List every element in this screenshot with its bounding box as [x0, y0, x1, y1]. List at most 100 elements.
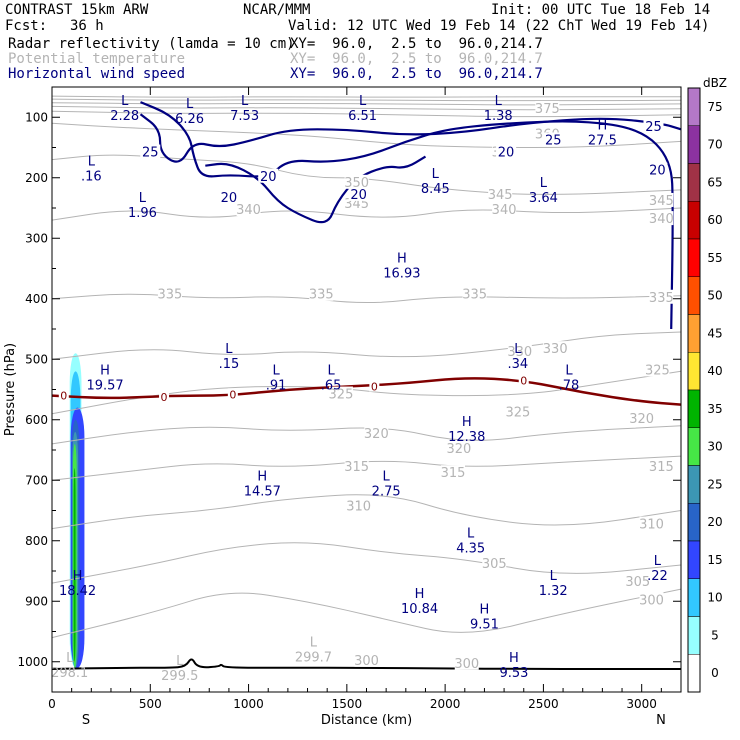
theta-label-28: 305 — [625, 575, 650, 590]
extremum-value-8: 8.45 — [421, 182, 450, 197]
extremum-value-16: .78 — [559, 378, 580, 393]
extremum-kind-21: H — [73, 569, 83, 584]
theta-label-30: 300 — [354, 654, 379, 669]
extremum-kind-20: L — [467, 527, 475, 542]
extremum-kind-8: L — [432, 167, 440, 182]
extremum-value-9: 3.64 — [529, 191, 558, 206]
extremum-kind-22: L — [550, 569, 558, 584]
theta-label-9: 340 — [649, 212, 674, 227]
colorbar-label-50: 50 — [707, 289, 722, 303]
theta-contour-355-4 — [51, 110, 682, 118]
extremum-kind-17: H — [462, 415, 472, 430]
colorbar-frame — [687, 87, 701, 693]
extremum-value-5: 27.5 — [588, 133, 617, 148]
colorbar-swatch-75 — [687, 87, 701, 126]
wind-label-7: 20 — [649, 164, 666, 179]
wind-label-1: 25 — [545, 133, 562, 148]
init-time: Init: 00 UTC Tue 18 Feb 14 — [491, 2, 711, 18]
y-tick-label-8: 900 — [25, 594, 48, 608]
model-name: CONTRAST 15km ARW — [5, 2, 149, 18]
extremum-kind-14: L — [272, 363, 280, 378]
x-axis-label: Distance (km) — [321, 713, 412, 728]
theta-label-bg-26 — [639, 516, 664, 531]
theta-label-31: 300 — [454, 657, 479, 672]
theta-label-bg-0 — [535, 100, 560, 115]
x-end-label-south: S — [82, 713, 90, 728]
extremum-kind-28: L — [176, 654, 184, 669]
wind-label-bg-4 — [258, 168, 279, 183]
x-tick-label-3: 1500 — [332, 697, 363, 711]
x-tick-label-5: 2500 — [528, 697, 559, 711]
extremum-value-6: .16 — [81, 170, 102, 185]
y-tick-label-9: 1000 — [17, 655, 48, 669]
extremum-value-13: 19.57 — [86, 378, 123, 393]
y-tick-label-3: 400 — [25, 292, 48, 306]
theta-label-bg-11 — [309, 286, 334, 301]
wind-label-4: 20 — [260, 170, 277, 185]
colorbar-swatch-45 — [687, 314, 701, 353]
x-tick-label-4: 2000 — [430, 697, 461, 711]
extremum-kind-24: H — [415, 587, 425, 602]
extremum-value-28: 299.5 — [161, 669, 198, 684]
colorbar-swatch-5 — [687, 616, 701, 655]
wind-label-bg-5 — [348, 186, 369, 201]
extremum-value-15: .65 — [321, 378, 342, 393]
theta-label-bg-21 — [629, 410, 654, 425]
y-tick-label-7: 800 — [25, 534, 48, 548]
y-axis-label: Pressure (hPa) — [3, 343, 18, 436]
field-wind-xy: XY= 96.0, 2.5 to 96.0,214.7 — [290, 66, 543, 82]
extremum-value-23: .22 — [647, 569, 668, 584]
y-tick-label-0: 100 — [25, 110, 48, 124]
colorbar-label-65: 65 — [707, 175, 722, 189]
theta-contour-320-11 — [51, 425, 682, 445]
reflectivity-cell-6 — [73, 468, 76, 662]
colorbar-swatch-40 — [687, 352, 701, 391]
extremum-value-18: 14.57 — [244, 484, 281, 499]
extremum-value-12: .34 — [508, 357, 529, 372]
extremum-kind-29: L — [66, 651, 74, 666]
wind-label-bg-1 — [543, 132, 564, 147]
extremum-value-17: 12.38 — [448, 430, 485, 445]
theta-label-bg-7 — [236, 202, 261, 217]
extremum-value-0: 2.28 — [110, 109, 139, 124]
theta-label-bg-25 — [346, 498, 371, 513]
field-theta-xy: XY= 96.0, 2.5 to 96.0,214.7 — [290, 51, 543, 67]
fcst-value: 36 h — [70, 18, 104, 34]
colorbar-swatch-70 — [687, 125, 701, 164]
theta-contour-305-14 — [51, 542, 682, 584]
colorbar-label-40: 40 — [707, 364, 722, 378]
colorbar-label-15: 15 — [707, 553, 722, 567]
theta-contour-360-3 — [51, 105, 682, 111]
extremum-kind-13: H — [100, 363, 110, 378]
x-end-label-north: N — [656, 713, 666, 728]
wind-label-bg-3 — [218, 189, 239, 204]
zero-label-4: 0 — [520, 374, 527, 387]
colorbar-swatch-30 — [687, 427, 701, 466]
colorbar-swatch-50 — [687, 276, 701, 315]
theta-label-bg-27 — [482, 555, 507, 570]
zero-label-1: 0 — [161, 391, 168, 404]
extremum-value-20: 4.35 — [456, 542, 485, 557]
zero-label-3: 0 — [371, 380, 378, 393]
theta-label-25: 310 — [346, 499, 371, 514]
colorbar-label-30: 30 — [707, 440, 722, 454]
colorbar-swatch-25 — [687, 465, 701, 504]
theta-label-bg-15 — [543, 341, 568, 356]
theta-label-bg-9 — [649, 211, 674, 226]
theta-label-bg-3 — [344, 174, 369, 189]
extremum-kind-7: L — [139, 191, 147, 206]
theta-label-bg-13 — [649, 289, 674, 304]
extremum-kind-26: H — [509, 651, 519, 666]
extremum-value-2: 7.53 — [230, 109, 259, 124]
theta-contour-370-1 — [51, 98, 682, 102]
extremum-kind-18: H — [257, 469, 267, 484]
theta-label-6: 345 — [649, 194, 674, 209]
extremum-kind-9: L — [540, 176, 548, 191]
extremum-kind-2: L — [241, 94, 249, 109]
zero-label-bg-4 — [518, 374, 529, 386]
theta-label-7: 340 — [236, 203, 261, 218]
extremum-kind-25: H — [480, 602, 490, 617]
colorbar-label-75: 75 — [707, 100, 722, 114]
colorbar-unit: dBZ — [703, 76, 727, 90]
theta-label-17: 325 — [505, 406, 530, 421]
